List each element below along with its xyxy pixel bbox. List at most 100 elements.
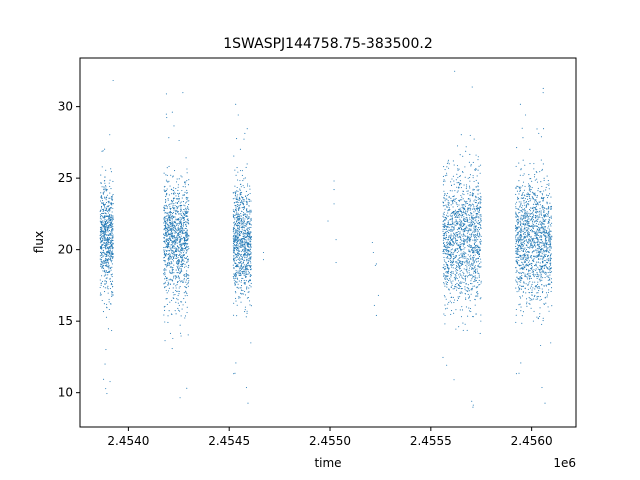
data-point: [112, 235, 114, 238]
data-point: [111, 273, 113, 275]
data-point: [186, 245, 188, 247]
data-point: [106, 229, 109, 231]
data-point: [531, 271, 533, 273]
data-point: [447, 204, 449, 206]
data-point: [248, 291, 250, 293]
data-point: [461, 243, 463, 245]
data-point: [447, 245, 449, 247]
data-point: [187, 260, 189, 262]
data-point: [108, 268, 110, 270]
data-point: [445, 262, 447, 264]
data-point: [476, 250, 478, 253]
data-point: [521, 211, 523, 213]
data-point: [164, 190, 166, 192]
data-point: [173, 225, 175, 227]
data-point: [458, 230, 460, 233]
data-point: [462, 243, 464, 245]
data-point: [176, 181, 178, 183]
data-point: [243, 274, 245, 276]
data-point: [180, 281, 182, 283]
data-point: [110, 215, 112, 217]
data-point: [105, 388, 107, 390]
data-point: [475, 216, 477, 218]
data-point: [463, 251, 465, 253]
data-point: [460, 229, 462, 231]
data-point: [443, 259, 445, 261]
data-point: [184, 209, 186, 211]
data-point: [479, 263, 481, 265]
data-point: [459, 175, 462, 177]
data-point: [246, 257, 248, 259]
data-point: [478, 253, 480, 255]
data-point: [519, 206, 521, 208]
data-point: [443, 313, 445, 315]
data-point: [105, 244, 107, 246]
data-point: [248, 264, 250, 267]
data-point: [455, 232, 457, 234]
data-point: [110, 203, 112, 206]
data-point: [174, 205, 176, 207]
data-point: [448, 238, 450, 240]
data-point: [250, 236, 252, 238]
data-point: [539, 266, 541, 268]
data-point: [163, 219, 165, 221]
data-point: [235, 228, 237, 231]
data-point: [464, 293, 466, 295]
data-point: [100, 229, 102, 231]
data-point: [525, 205, 528, 207]
data-point: [446, 253, 448, 255]
data-point: [446, 284, 448, 286]
data-point: [107, 210, 109, 212]
data-point: [174, 207, 176, 209]
data-point: [180, 224, 182, 226]
data-point: [177, 248, 179, 250]
data-point: [182, 242, 184, 244]
data-point: [181, 190, 183, 192]
data-point: [540, 220, 542, 222]
data-point: [469, 187, 471, 189]
data-point: [109, 247, 111, 249]
data-point: [166, 298, 168, 300]
data-point: [532, 222, 534, 224]
data-point: [543, 210, 545, 212]
data-point: [447, 255, 449, 257]
data-point: [236, 256, 238, 258]
data-point: [546, 244, 548, 246]
data-point: [518, 304, 520, 306]
data-point: [479, 224, 481, 226]
data-point: [235, 213, 237, 215]
data-point: [472, 268, 474, 270]
data-point: [247, 194, 249, 196]
data-point: [475, 214, 477, 216]
data-point: [446, 172, 448, 174]
data-point: [455, 234, 457, 236]
data-point: [165, 225, 167, 227]
data-point: [177, 299, 179, 301]
data-point: [540, 236, 543, 238]
data-point: [235, 239, 237, 241]
data-point: [111, 199, 113, 201]
data-point: [448, 235, 450, 237]
data-point: [539, 191, 541, 193]
data-point: [540, 224, 542, 226]
data-point: [466, 219, 468, 221]
data-point: [236, 277, 238, 279]
data-point: [474, 222, 476, 224]
data-point: [107, 236, 109, 238]
data-point: [466, 258, 468, 260]
data-point: [180, 207, 182, 209]
data-point: [109, 278, 111, 280]
data-point: [525, 224, 527, 226]
data-point: [248, 232, 250, 234]
data-point: [246, 260, 248, 262]
data-point: [530, 244, 532, 246]
data-point: [182, 211, 184, 213]
data-point: [463, 200, 465, 202]
data-point: [104, 215, 106, 217]
data-point: [538, 241, 540, 243]
data-point: [178, 246, 180, 248]
data-point: [532, 203, 534, 205]
data-point: [467, 254, 469, 256]
data-point: [110, 280, 112, 283]
data-point: [465, 184, 468, 186]
